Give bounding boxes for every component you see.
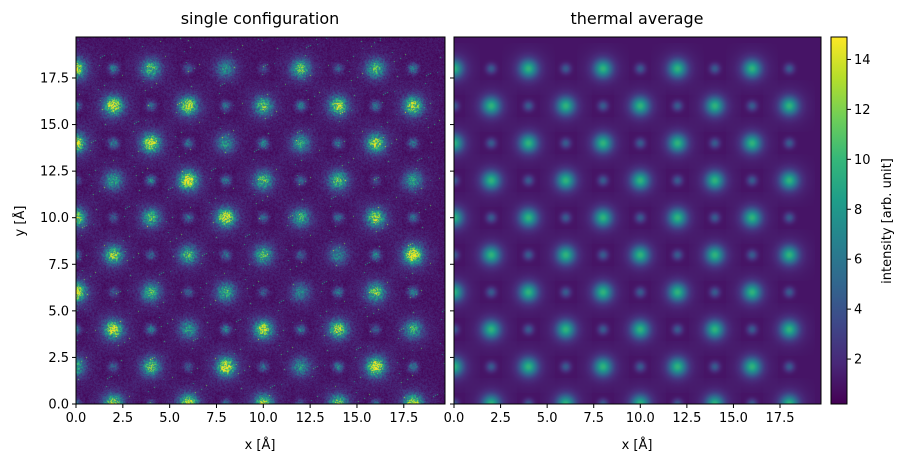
- panel-thermal-average: thermal average 0.0 2.5 5.0 7.5 10.0 12.5 15.0…: [444, 9, 822, 453]
- x-tick-label: 12.5: [672, 411, 701, 426]
- axes-frame-thermal: [453, 36, 822, 405]
- x-tick-label: 7.5: [583, 411, 604, 426]
- xlabel-thermal: x [Å]: [622, 437, 653, 453]
- colorbar-ticks: 2 4 6 8 10 12 14: [847, 53, 871, 368]
- colorbar-tick-label: 8: [854, 203, 862, 218]
- x-tick-label: 17.5: [389, 411, 418, 426]
- colorbar-tick-label: 2: [854, 353, 862, 368]
- x-tick-label: 0.0: [66, 411, 87, 426]
- x-tick-label: 5.0: [159, 411, 180, 426]
- x-tick-label: 5.0: [537, 411, 558, 426]
- x-tick-label: 7.5: [206, 411, 227, 426]
- heatmap-single-configuration: [76, 37, 445, 404]
- ticks-single: 0.0 2.5 5.0 7.5 10.0 12.5 15.0 17.5 0.0 2.5 5.0 7.5…: [40, 71, 418, 426]
- heatmap-single-canvas-wrap: [76, 37, 445, 404]
- y-tick-label: 15.0: [40, 118, 69, 133]
- y-tick-label: 12.5: [40, 165, 69, 180]
- x-tick-label: 10.0: [626, 411, 655, 426]
- title-thermal-average: thermal average: [571, 9, 704, 28]
- x-tick-label: 15.0: [342, 411, 371, 426]
- colorbar-tick-label: 10: [854, 153, 871, 168]
- y-tick-label: 7.5: [48, 258, 69, 273]
- y-tick-label: 0.0: [48, 398, 69, 413]
- colorbar-label: intensity [arb. unit]: [880, 158, 895, 284]
- xlabel-single: x [Å]: [245, 437, 276, 453]
- heatmap-thermal-canvas-wrap: [454, 37, 821, 404]
- x-tick-label: 17.5: [766, 411, 795, 426]
- x-tick-label: 0.0: [444, 411, 465, 426]
- colorbar-tick-label: 14: [854, 53, 871, 68]
- colorbar-gradient: [830, 36, 848, 405]
- colorbar-tick-label: 6: [854, 253, 862, 268]
- y-tick-label: 17.5: [40, 71, 69, 86]
- y-tick-label: 10.0: [40, 211, 69, 226]
- ylabel-single: y [Å]: [12, 206, 28, 237]
- y-tick-label: 2.5: [48, 351, 69, 366]
- axes-frame-single: [75, 36, 446, 405]
- panel-single-configuration: single configuration 0.0 2.5 5.0 7.5 10.0 12.…: [12, 9, 446, 453]
- colorbar: 2 4 6 8 10 12 14 intensity [arb. unit]: [830, 36, 895, 405]
- y-tick-label: 5.0: [48, 304, 69, 319]
- x-tick-label: 12.5: [296, 411, 325, 426]
- heatmap-thermal-average: [454, 37, 821, 404]
- x-tick-label: 10.0: [249, 411, 278, 426]
- ticks-thermal: 0.0 2.5 5.0 7.5 10.0 12.5 15.0 17.5: [444, 77, 795, 426]
- colorbar-tick-label: 4: [854, 303, 862, 318]
- x-tick-label: 15.0: [719, 411, 748, 426]
- x-tick-label: 2.5: [490, 411, 511, 426]
- title-single-configuration: single configuration: [181, 9, 340, 28]
- colorbar-tick-label: 12: [854, 103, 871, 118]
- x-tick-label: 2.5: [112, 411, 133, 426]
